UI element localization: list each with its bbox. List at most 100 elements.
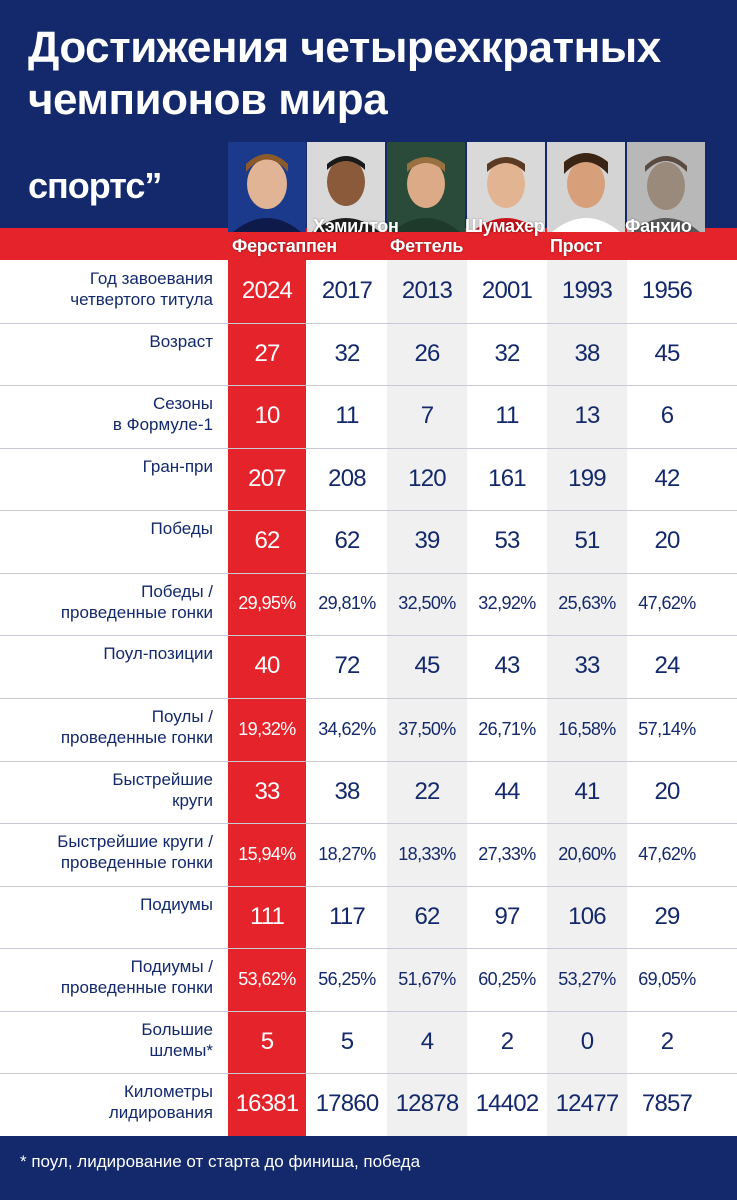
table-cell: 27,33% (478, 843, 536, 864)
driver-photo-fangio (627, 142, 705, 232)
table-cell: 42 (654, 464, 680, 492)
row-label: Поул-позиции (103, 644, 213, 664)
table-cell: 32,50% (398, 593, 456, 614)
table-cell: 1993 (561, 277, 613, 304)
table-cell: 24 (654, 652, 680, 680)
table-cell: 13 (574, 402, 600, 430)
table-cell: 51,67% (398, 968, 456, 989)
table-cell: 32,92% (478, 593, 536, 614)
row-label: Подиумы / проведенные гонки (60, 957, 213, 998)
table-row: Поулы / проведенные гонки 19,32% 34,62% 37,… (0, 698, 737, 761)
table-row: Быстрейшие круги 33 38 22 44 41 20 (0, 761, 737, 824)
row-label: Подиумы (140, 894, 213, 914)
row-divider (0, 698, 737, 699)
table-cell: 0 (580, 1027, 594, 1055)
table-row: Поул-позиции 40 72 45 43 33 24 (0, 635, 737, 698)
driver-name-fangio: Фанхио (625, 216, 692, 236)
table-cell: 34,62% (318, 718, 376, 739)
table-cell: 37,50% (398, 718, 456, 739)
table-cell: 106 (568, 902, 606, 930)
driver-name-vettel: Феттель (390, 236, 464, 256)
table-cell: 33 (574, 652, 600, 680)
row-label: Сезоны в Формуле-1 (112, 394, 213, 435)
table-cell: 2017 (321, 277, 373, 304)
table-cell: 20,60% (558, 843, 616, 864)
table-cell: 44 (494, 777, 520, 805)
table-cell: 27 (254, 339, 280, 367)
row-label: Гран-при (142, 456, 213, 476)
table-cell: 15,94% (238, 843, 296, 864)
driver-name-hamilton: Хэмилтон (313, 216, 399, 236)
table-row: Быстрейшие круги / проведенные гонки 15,9… (0, 823, 737, 886)
table-cell: 45 (654, 339, 680, 367)
table-row: Подиумы / проведенные гонки 53,62% 56,25% 5… (0, 948, 737, 1011)
row-label: Поулы / проведенные гонки (60, 707, 213, 747)
table-cell: 38 (574, 339, 600, 367)
table-row: Год завоевания четвертого титула 2024 2017… (0, 260, 737, 323)
row-label: Большие шлемы* (141, 1019, 213, 1060)
driver-photo-vettel (387, 142, 465, 232)
table-row: Большие шлемы* 5 5 4 2 0 2 (0, 1011, 737, 1074)
table-row: Возраст 27 32 26 32 38 45 (0, 323, 737, 386)
table-cell: 14402 (475, 1090, 540, 1118)
row-divider (0, 322, 737, 324)
row-label: Победы (150, 519, 213, 539)
table-cell: 39 (414, 527, 440, 555)
table-cell: 32 (334, 339, 360, 367)
row-divider (0, 635, 737, 637)
row-label: Быстрейшие круги / проведенные гонки (57, 832, 213, 873)
driver-photo-hamilton (307, 142, 385, 232)
table-cell: 29,95% (238, 593, 296, 614)
table-cell: 11 (495, 402, 519, 430)
table-cell: 29,81% (318, 593, 376, 614)
table-cell: 60,25% (478, 968, 536, 989)
row-label: Победы / проведенные гонки (60, 581, 213, 622)
table-cell: 208 (328, 464, 366, 492)
table-cell: 57,14% (638, 718, 696, 739)
table-cell: 32 (494, 339, 520, 367)
table-cell: 62 (414, 902, 440, 930)
driver-photo-schumacher (467, 142, 545, 232)
table-cell: 4 (420, 1027, 434, 1055)
table-cell: 5 (260, 1027, 274, 1055)
row-divider (0, 385, 737, 387)
driver-name-prost: Прост (550, 236, 603, 256)
footnote: * поул, лидирование от старта до финиша,… (20, 1152, 421, 1171)
table-cell: 62 (254, 527, 280, 555)
table-cell: 26 (414, 339, 440, 367)
driver-photo-prost (547, 142, 625, 232)
row-divider (0, 572, 737, 574)
brand-logo: спортс’’ (28, 165, 162, 206)
table-cell: 1956 (641, 277, 693, 304)
table-cell: 25,63% (558, 593, 616, 614)
table-cell: 12878 (395, 1090, 460, 1118)
table-cell: 10 (254, 402, 280, 430)
table-cell: 47,62% (638, 843, 696, 864)
table-cell: 53,62% (238, 968, 296, 989)
table-cell: 43 (494, 652, 520, 680)
table-cell: 40 (254, 652, 280, 680)
table-cell: 53 (494, 527, 520, 555)
table-cell: 2001 (481, 277, 533, 304)
table-cell: 2024 (241, 277, 293, 304)
table-cell: 19,32% (238, 718, 296, 739)
table-cell: 199 (568, 464, 606, 492)
table-row: Гран-при 207 208 120 161 199 42 (0, 448, 737, 511)
table-cell: 17860 (315, 1090, 380, 1118)
row-divider (0, 948, 737, 950)
table-cell: 97 (494, 902, 520, 930)
row-label: Километры лидирования (108, 1082, 213, 1123)
row-divider (0, 823, 737, 825)
row-label: Год завоевания четвертого титула (70, 269, 213, 309)
driver-photo-verstappen (228, 142, 306, 232)
table-cell: 16,58% (558, 718, 616, 739)
names-band (0, 228, 737, 260)
table-cell: 2 (660, 1027, 674, 1055)
row-label: Быстрейшие круги (112, 769, 213, 810)
table-cell: 2013 (401, 277, 453, 304)
row-divider (0, 1073, 737, 1075)
table-cell: 56,25% (318, 968, 376, 989)
table-cell: 18,33% (398, 843, 456, 864)
table-cell: 16381 (235, 1090, 300, 1118)
page-title: Достижения четырехкратных чемпионов мира (28, 23, 661, 124)
